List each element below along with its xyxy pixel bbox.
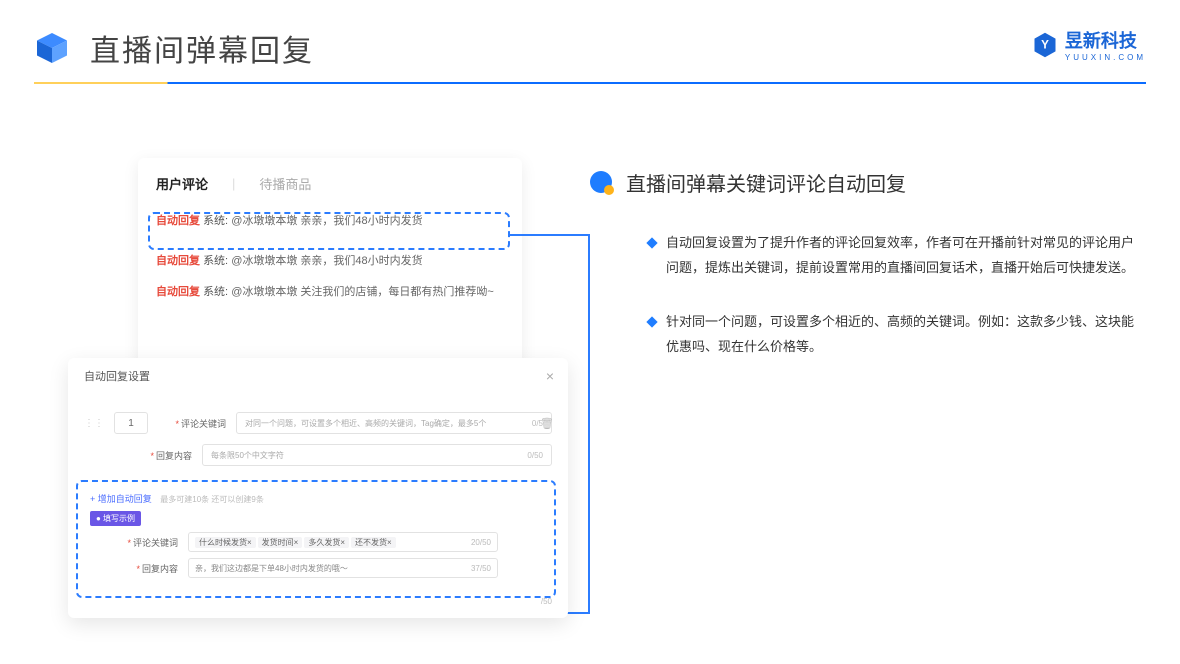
settings-title: 自动回复设置 — [84, 368, 552, 384]
bullet-item: 自动回复设置为了提升作者的评论回复效率，作者可在开播前针对常见的评论用户问题，提… — [648, 231, 1140, 280]
svg-text:Y: Y — [1041, 38, 1049, 51]
tab-products[interactable]: 待播商品 — [259, 174, 311, 193]
brand-name: 昱新科技 — [1065, 27, 1146, 53]
reply-label: *回复内容 — [138, 449, 192, 462]
drag-handle-icon[interactable]: ⋮⋮ — [84, 418, 104, 429]
section-title: 直播间弹幕关键词评论自动回复 — [626, 168, 906, 197]
brand-sub: YUUXIN.COM — [1065, 53, 1146, 62]
header-divider — [34, 82, 1146, 84]
comment-body: @冰墩墩本墩 亲亲，我们48小时内发货 — [231, 255, 422, 267]
brand-mark-icon: Y — [1031, 31, 1059, 59]
system-label: 系统: — [203, 286, 228, 298]
mockup-area: 用户评论 | 待播商品 自动回复 系统: @冰墩墩本墩 亲亲，我们48小时内发货… — [68, 140, 568, 620]
right-section: 直播间弹幕关键词评论自动回复 自动回复设置为了提升作者的评论回复效率，作者可在开… — [590, 168, 1140, 390]
diamond-icon — [646, 317, 657, 328]
brand-cube-icon — [34, 30, 70, 66]
tab-divider: | — [232, 176, 235, 191]
comment-row: 自动回复 系统: @冰墩墩本墩 亲亲，我们48小时内发货 — [156, 253, 504, 271]
auto-reply-tag: 自动回复 — [156, 255, 200, 267]
stray-counter: /50 — [541, 597, 552, 606]
comment-body: @冰墩墩本墩 关注我们的店铺，每日都有热门推荐呦~ — [231, 286, 494, 298]
close-icon[interactable]: × — [546, 368, 554, 384]
keyword-label: *评论关键词 — [172, 417, 226, 430]
section-heading: 直播间弹幕关键词评论自动回复 — [590, 168, 1140, 197]
tabs: 用户评论 | 待播商品 — [156, 174, 504, 193]
bullet-text: 自动回复设置为了提升作者的评论回复效率，作者可在开播前针对常见的评论用户问题，提… — [666, 231, 1136, 280]
diamond-icon — [646, 237, 657, 248]
row-number: 1 — [114, 412, 148, 434]
input-counter: 0/50 — [527, 451, 543, 460]
bullet-item: 针对同一个问题，可设置多个相近的、高频的关键词。例如：这款多少钱、这块能优惠吗、… — [648, 310, 1140, 359]
bullet-text: 针对同一个问题，可设置多个相近的、高频的关键词。例如：这款多少钱、这块能优惠吗、… — [666, 310, 1136, 359]
tab-comments[interactable]: 用户评论 — [156, 174, 208, 193]
bullet-list: 自动回复设置为了提升作者的评论回复效率，作者可在开播前针对常见的评论用户问题，提… — [590, 231, 1140, 360]
highlight-box-2 — [76, 480, 556, 598]
comment-row: 自动回复 系统: @冰墩墩本墩 关注我们的店铺，每日都有热门推荐呦~ — [156, 284, 504, 302]
connector-line — [510, 234, 590, 236]
comments-card: 用户评论 | 待播商品 自动回复 系统: @冰墩墩本墩 亲亲，我们48小时内发货… — [138, 158, 522, 368]
input-placeholder: 每条限50个中文字符 — [211, 450, 284, 461]
form-row-reply: *回复内容 每条限50个中文字符 0/50 — [138, 444, 552, 466]
auto-reply-tag: 自动回复 — [156, 286, 200, 298]
bullet-dot-icon — [590, 171, 614, 195]
reply-input[interactable]: 每条限50个中文字符 0/50 — [202, 444, 552, 466]
input-placeholder: 对同一个问题，可设置多个相近、高频的关键词，Tag确定，最多5个 — [245, 418, 486, 429]
trash-icon[interactable]: 🗑 — [540, 417, 554, 430]
brand-logo: Y 昱新科技 YUUXIN.COM — [1031, 27, 1146, 62]
form-row-keyword: ⋮⋮ 1 *评论关键词 对同一个问题，可设置多个相近、高频的关键词，Tag确定，… — [84, 412, 552, 434]
header: 直播间弹幕回复 Y 昱新科技 YUUXIN.COM — [0, 24, 1180, 74]
page-title: 直播间弹幕回复 — [90, 26, 314, 70]
keyword-input[interactable]: 对同一个问题，可设置多个相近、高频的关键词，Tag确定，最多5个 0/5 — [236, 412, 552, 434]
system-label: 系统: — [203, 255, 228, 267]
highlight-box-1 — [148, 212, 510, 250]
